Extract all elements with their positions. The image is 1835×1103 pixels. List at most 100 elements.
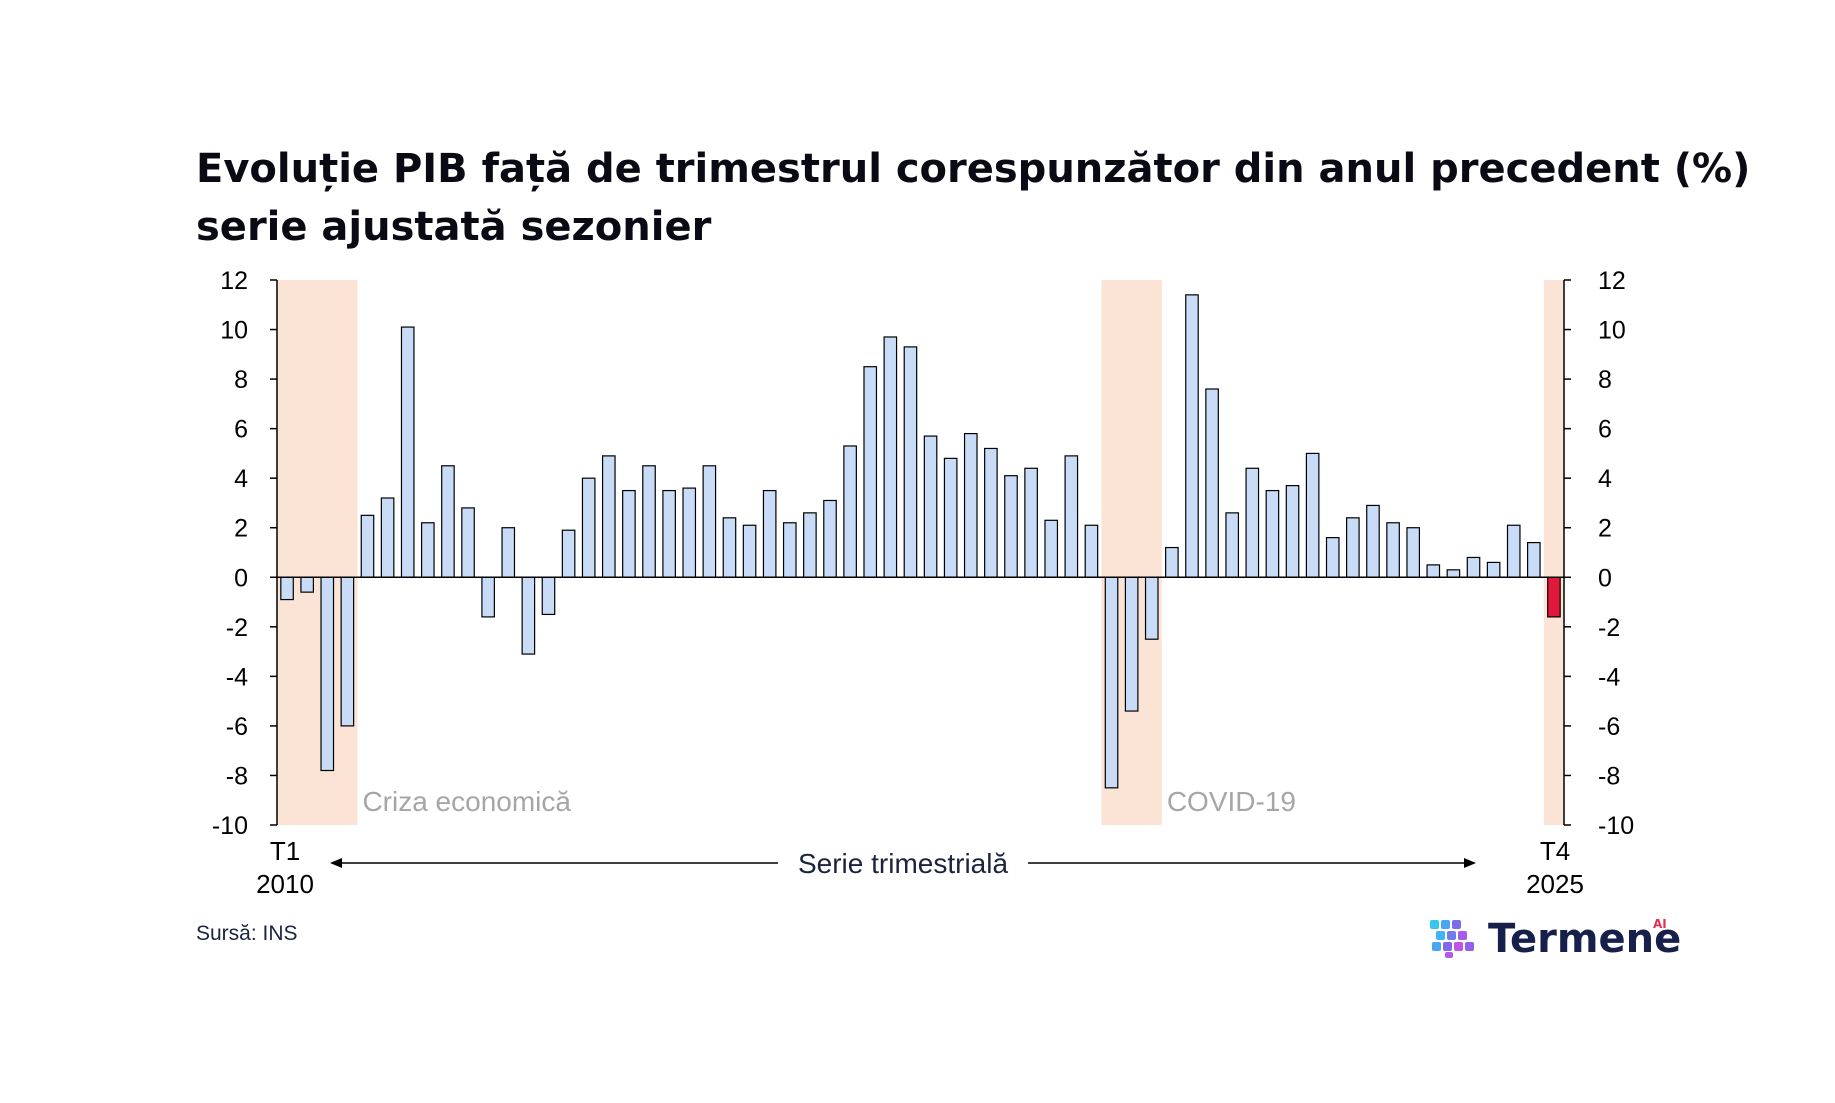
x-start-quarter: T1	[270, 836, 300, 866]
bar	[1004, 475, 1018, 578]
axes	[276, 280, 1565, 825]
bar	[400, 326, 415, 578]
x-axis-caption: Serie trimestrială	[798, 848, 1008, 879]
bar	[521, 576, 536, 655]
bar	[1245, 467, 1260, 578]
bar	[923, 435, 938, 578]
right-tick-label: -6	[1598, 713, 1620, 741]
bar	[1346, 517, 1360, 578]
left-tick-label: 6	[234, 416, 248, 444]
bar	[541, 576, 556, 616]
right-tick-label: 12	[1598, 267, 1626, 295]
bar	[883, 336, 898, 578]
bars	[280, 294, 1561, 789]
bar	[742, 524, 757, 578]
bar	[1366, 504, 1380, 578]
chart-title: Evoluție PIB față de trimestrul corespun…	[196, 146, 1750, 192]
shaded-period-0	[277, 280, 358, 825]
bar	[803, 512, 817, 578]
bar	[581, 477, 596, 578]
arrow-left-head	[330, 858, 342, 868]
brand-name: Termene	[1488, 916, 1681, 962]
bar	[722, 517, 737, 578]
bar	[1265, 489, 1280, 578]
brand-logo: Termene AI	[1430, 916, 1681, 962]
x-end-quarter: T4	[1540, 836, 1570, 866]
bar	[420, 522, 435, 578]
bar	[280, 576, 294, 601]
bar	[1205, 388, 1219, 578]
left-tick-label: 12	[220, 267, 248, 295]
bar	[762, 489, 777, 578]
x-caption-arrow: Serie trimestrială	[330, 848, 1476, 879]
bar	[1285, 485, 1300, 578]
bar	[642, 465, 656, 578]
right-tick-label: 10	[1598, 317, 1626, 345]
left-tick-label: 0	[234, 564, 248, 592]
bar	[1185, 294, 1199, 578]
arrow-right-head	[1464, 858, 1476, 868]
bar	[1386, 522, 1400, 578]
bar	[943, 457, 958, 578]
bar	[1527, 541, 1541, 578]
bar	[823, 499, 837, 578]
bar	[300, 576, 314, 593]
bar	[1225, 512, 1240, 578]
left-tick-label: -6	[226, 713, 248, 741]
right-tick-label: 0	[1598, 564, 1612, 592]
bar	[340, 576, 355, 727]
bar	[601, 455, 616, 578]
chart-subtitle: serie ajustată sezonier	[196, 204, 712, 250]
bar	[782, 522, 797, 578]
left-tick-label: 4	[234, 465, 248, 493]
bar	[622, 489, 636, 578]
bar	[1084, 524, 1099, 578]
x-end-year: 2025	[1526, 869, 1584, 899]
left-tick-label: 2	[234, 515, 248, 543]
bar	[360, 514, 375, 578]
right-tick-label: -4	[1598, 663, 1620, 691]
left-tick-label: 10	[220, 317, 248, 345]
bar	[441, 465, 455, 578]
bar	[1406, 527, 1421, 578]
right-tick-label: 8	[1598, 366, 1612, 394]
shaded-period-2	[1543, 280, 1564, 825]
bar	[561, 529, 576, 578]
right-tick-label: -8	[1598, 762, 1620, 790]
x-start-year: 2010	[256, 869, 314, 899]
right-tick-label: 4	[1598, 465, 1612, 493]
bar	[1104, 576, 1119, 789]
left-tick-labels: 12 10 8 6 4 2 0 -2 -4 -6 -8 -10	[212, 267, 277, 840]
bar	[1506, 524, 1521, 578]
bar	[1426, 564, 1441, 578]
bar	[682, 487, 697, 578]
left-tick-label: -4	[226, 663, 248, 691]
bar	[963, 432, 978, 578]
bar	[863, 366, 878, 578]
right-tick-label: -10	[1598, 812, 1634, 840]
bar	[1044, 519, 1059, 578]
bar	[1165, 546, 1179, 578]
bar	[461, 507, 475, 578]
bar	[481, 576, 495, 618]
bar	[1446, 569, 1461, 578]
right-tick-label: 2	[1598, 515, 1612, 543]
left-tick-label: -10	[212, 812, 248, 840]
bar	[662, 489, 676, 578]
right-tick-labels: 12 10 8 6 4 2 0 -2 -4 -6 -8 -10	[1564, 267, 1634, 840]
bar	[1124, 576, 1139, 712]
bar	[1064, 455, 1079, 578]
bar	[380, 497, 395, 578]
bar	[984, 447, 998, 578]
bar	[1305, 452, 1320, 578]
right-tick-label: -2	[1598, 614, 1620, 642]
bar	[702, 465, 717, 578]
bar	[903, 346, 918, 578]
shaded-period-labels: Criza economică COVID-19	[362, 786, 1296, 817]
bar	[501, 527, 516, 578]
bar	[320, 576, 335, 772]
left-tick-label: -2	[226, 614, 248, 642]
bar	[1024, 467, 1038, 578]
right-tick-label: 6	[1598, 416, 1612, 444]
